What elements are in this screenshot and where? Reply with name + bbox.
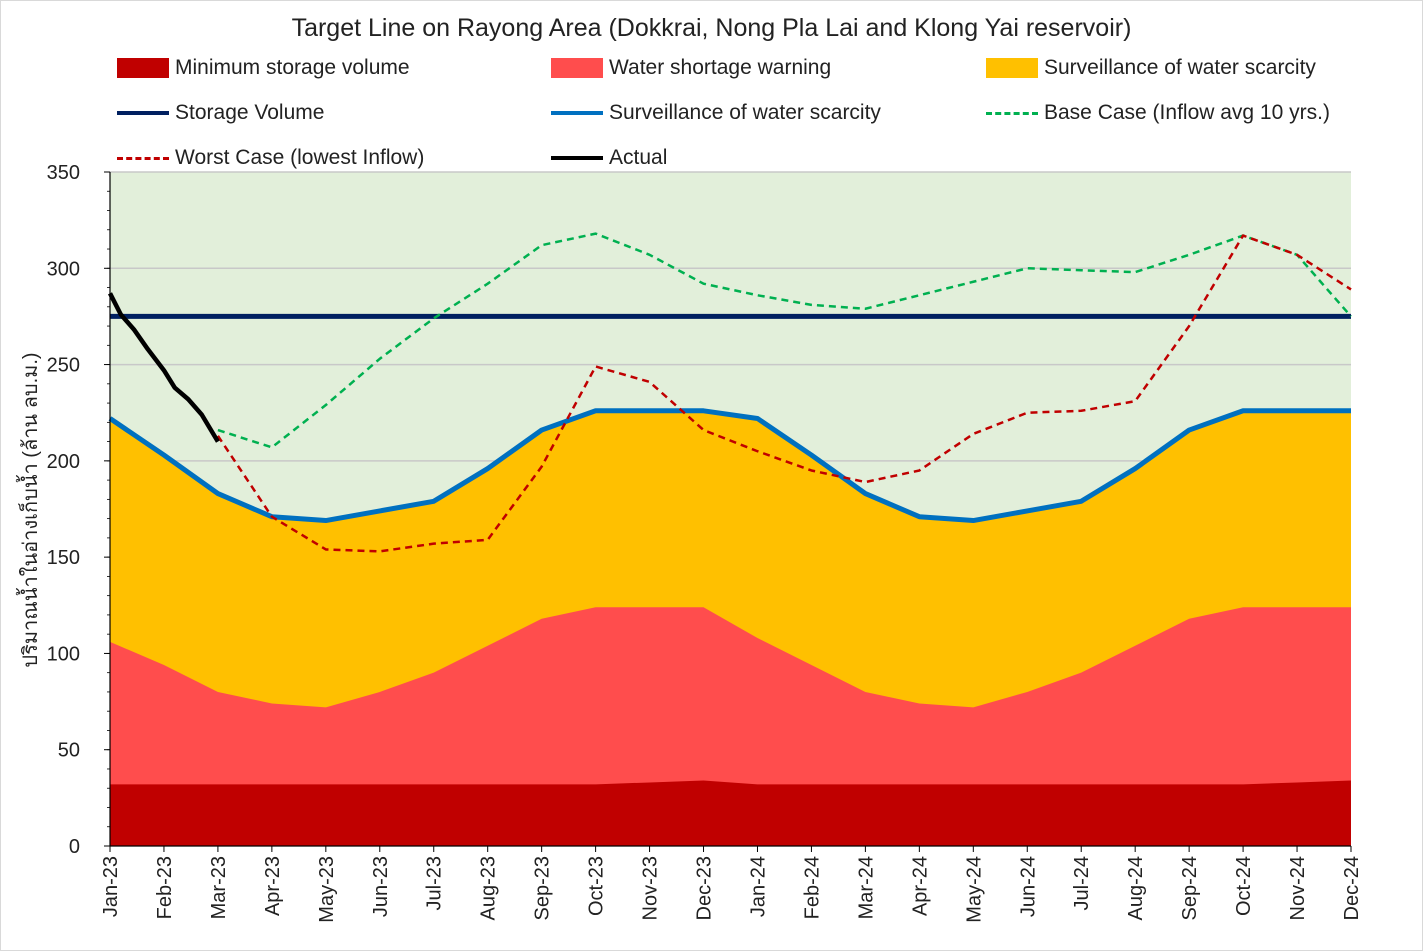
legend-item-worst-case: Worst Case (lowest Inflow): [117, 143, 424, 173]
x-tick-label: Sep-24: [1179, 856, 1201, 921]
y-tick-label: 350: [47, 162, 80, 184]
x-tick-label: Aug-24: [1125, 856, 1147, 921]
legend-label: Worst Case (lowest Inflow): [175, 146, 425, 169]
line-series: [108, 408, 1351, 524]
legend-label: Minimum storage volume: [175, 56, 410, 79]
legend-swatch: [117, 111, 169, 115]
legend-item-surveillance-area: Surveillance of water scarcity: [986, 53, 1316, 83]
x-tick-label: Jul-24: [1071, 856, 1093, 910]
x-tick-label: Jun-23: [370, 856, 392, 917]
line-series: [107, 292, 220, 443]
x-tick-label: Jul-23: [424, 856, 446, 910]
legend-label: Base Case (Inflow avg 10 yrs.): [1044, 101, 1330, 124]
x-tick-label: May-23: [316, 856, 338, 923]
x-tick-label: Nov-23: [640, 856, 662, 920]
legend-label: Surveillance of water scarcity: [1044, 56, 1316, 79]
legend-swatch: [551, 156, 603, 160]
x-tick-label: Sep-23: [532, 856, 554, 921]
legend-item-actual: Actual: [551, 143, 667, 173]
x-tick-label: Oct-24: [1233, 856, 1255, 916]
x-tick-label: Feb-23: [154, 856, 176, 919]
legend-swatch: [551, 111, 603, 115]
legend-swatch: [986, 58, 1038, 78]
legend-swatch: [117, 58, 169, 78]
x-tick-label: Mar-24: [855, 856, 877, 919]
legend-item-water-shortage: Water shortage warning: [551, 53, 831, 83]
y-tick-label: 200: [47, 451, 80, 473]
legend-swatch: [117, 156, 169, 160]
x-tick-label: Feb-24: [801, 856, 823, 919]
legend-label: Storage Volume: [175, 101, 325, 124]
x-tick-label: Apr-24: [909, 856, 931, 916]
area-series: [110, 780, 1351, 846]
legend-item-minimum-storage: Minimum storage volume: [117, 53, 410, 83]
legend-label: Actual: [609, 146, 668, 169]
x-tick-label: Dec-23: [694, 856, 716, 920]
y-tick-label: 50: [58, 740, 80, 762]
x-tick-label: Apr-23: [262, 856, 284, 916]
line-series: [216, 234, 1352, 553]
x-tick-label: Dec-24: [1341, 856, 1363, 920]
x-tick-label: Aug-23: [478, 856, 500, 921]
y-tick-label: 150: [47, 547, 80, 569]
legend-item-base-case: Base Case (Inflow avg 10 yrs.): [986, 98, 1330, 128]
x-tick-label: Jun-24: [1017, 856, 1039, 917]
legend-label: Surveillance of water scarcity: [609, 101, 881, 124]
x-tick-label: May-24: [963, 856, 985, 923]
x-tick-label: Jan-24: [747, 856, 769, 917]
legend-label: Water shortage warning: [609, 56, 832, 79]
legend-swatch: [986, 111, 1038, 115]
legend-item-storage-volume: Storage Volume: [117, 98, 324, 128]
chart-title: Target Line on Rayong Area (Dokkrai, Non…: [291, 14, 1132, 42]
y-tick-label: 0: [69, 836, 80, 858]
x-tick-label: Nov-24: [1287, 856, 1309, 920]
legend-item-surveillance-line: Surveillance of water scarcity: [551, 98, 881, 128]
legend-swatch: [551, 58, 603, 78]
y-tick-label: 250: [47, 355, 80, 377]
y-tick-label: 300: [47, 258, 80, 280]
line-series: [217, 232, 1352, 449]
x-tick-label: Oct-23: [586, 856, 608, 916]
x-tick-label: Jan-23: [100, 856, 122, 917]
y-tick-label: 100: [47, 643, 80, 665]
x-tick-label: Mar-23: [208, 856, 230, 919]
